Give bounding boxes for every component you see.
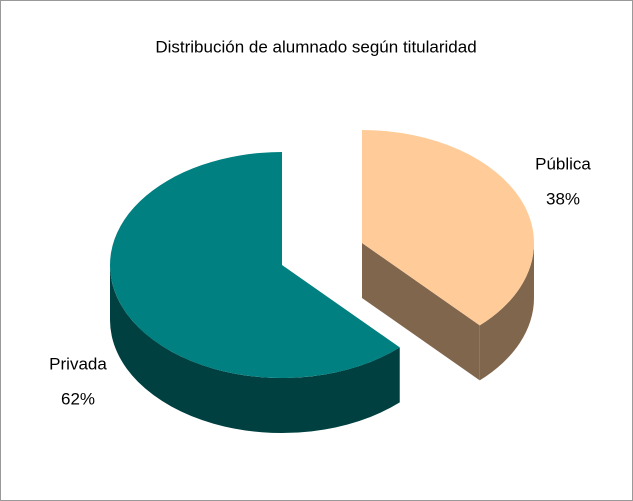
slice-side: [479, 243, 534, 381]
slice-side: [110, 265, 400, 433]
slice: [362, 130, 534, 326]
slice-value-label: 38%: [546, 189, 580, 208]
chart-title: Distribución de alumnado según titularid…: [155, 37, 476, 56]
slice-label: Privada: [49, 354, 107, 373]
slice: [109, 151, 400, 378]
slice-label: Pública: [535, 154, 591, 173]
slice-wall: [362, 243, 480, 381]
slice-value-label: 62%: [61, 389, 95, 408]
